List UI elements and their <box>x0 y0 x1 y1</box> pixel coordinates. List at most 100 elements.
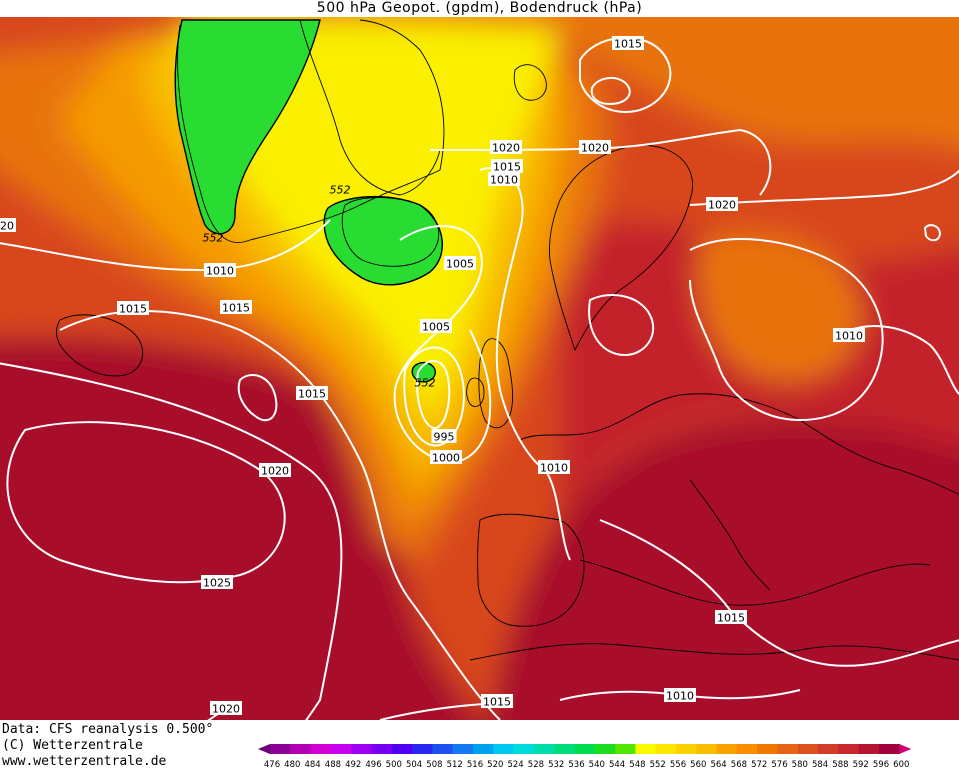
isobar-label-box <box>715 610 747 624</box>
isobar-label: 1000 <box>432 452 460 465</box>
field-north-orange <box>330 17 959 148</box>
isobar-label-box <box>490 140 522 154</box>
isobar-1020-east <box>689 169 959 206</box>
colorbar-swatch <box>533 744 555 754</box>
colorbar-swatch <box>330 744 352 754</box>
isobar-1000-low <box>403 346 465 447</box>
isobar-label: 1015 <box>483 696 511 709</box>
isobar-label-box <box>117 301 149 315</box>
colorbar-tick-label: 476 <box>264 760 280 770</box>
coast-newfoundland <box>56 314 144 377</box>
colorbar-tick-label: 488 <box>325 760 341 770</box>
colorbar-tick-label: 532 <box>548 760 564 770</box>
isobar-1015-south <box>599 519 959 667</box>
colorbar-tick-label: 496 <box>365 760 381 770</box>
colorbar-tick-label: 564 <box>710 760 726 770</box>
colorbar-swatch <box>351 744 372 754</box>
isobar-label: 1020 <box>212 703 240 716</box>
footer: Data: CFS reanalysis 0.500° (C) Wetterze… <box>0 720 959 770</box>
colorbar-tick-label: 508 <box>426 760 442 770</box>
colorbar-tick-label: 592 <box>853 760 869 770</box>
coast-svalbard <box>513 64 547 101</box>
field-southwest-deep-red <box>0 336 483 720</box>
isobar-1015-east <box>689 238 884 422</box>
isobar-label-box <box>210 701 242 715</box>
colorbar-tick-label: 600 <box>893 760 909 770</box>
isobar-label: 1020 <box>261 465 289 478</box>
colorbar-swatch <box>594 744 616 754</box>
isobar-label-box <box>706 197 738 211</box>
isobar-1020-scandinavia <box>588 294 655 357</box>
colorbar-swatch <box>879 744 900 754</box>
colorbar-swatch <box>432 744 454 754</box>
isobar-label: 1025 <box>203 577 231 590</box>
colorbar-swatch <box>757 744 778 754</box>
colorbar-tick-label: 492 <box>345 760 361 770</box>
isobar-995-low <box>416 360 451 429</box>
isobar-label: 1015 <box>119 303 147 316</box>
isobar-label: 1010 <box>206 265 234 278</box>
isobar-label-box <box>431 429 457 443</box>
isobar-1015-atlantic <box>59 310 501 720</box>
isobar-label: 995 <box>434 431 455 444</box>
colorbar-left-arrow <box>258 744 270 754</box>
isobar-label-box <box>491 159 523 173</box>
coast-italy <box>689 479 771 591</box>
isobar-1010-east <box>849 324 959 396</box>
isobar-label-box <box>612 36 644 50</box>
colorbar-swatch <box>270 744 291 754</box>
geopotential-label: 552 <box>330 184 351 197</box>
isobar-label: 1020 <box>492 142 520 155</box>
colorbar-swatch <box>655 744 677 754</box>
isobar-label-box <box>204 263 236 277</box>
isobar-552-spitsbergen <box>590 77 631 106</box>
colorbar-tick-label: 536 <box>568 760 584 770</box>
colorbar-swatch <box>676 744 697 754</box>
isobar-label: 1020 <box>708 199 736 212</box>
green-area-greenland <box>174 19 321 235</box>
isobar-label: 1010 <box>540 462 568 475</box>
colorbar-tick-label: 528 <box>528 760 544 770</box>
coast-mediterranean <box>579 559 931 606</box>
colorbar-swatch <box>838 744 860 754</box>
colorbar-right-arrow <box>899 744 912 754</box>
isobar-label-box <box>420 319 452 333</box>
isobar-1010-greenland <box>0 219 331 272</box>
coast-iberia <box>477 513 585 627</box>
colorbar-swatch <box>371 744 393 754</box>
colorbar-tick-label: 480 <box>284 760 300 770</box>
isobar-label-box <box>488 172 520 186</box>
isobar-label: 1015 <box>298 388 326 401</box>
isobar-label: 1015 <box>614 38 642 51</box>
isobar-label-box <box>259 463 291 477</box>
coast-ireland <box>466 377 485 407</box>
colorbar-tick-label: 520 <box>487 760 503 770</box>
isobar-label: 1020 <box>0 220 14 233</box>
coast-iceland <box>341 197 440 267</box>
isobar-1015-loop <box>237 374 278 422</box>
colorbar-tick-label: 516 <box>467 760 483 770</box>
colorbar-tick-label: 512 <box>447 760 463 770</box>
isobar-1025-west <box>6 421 286 584</box>
colorbar-tick-label: 588 <box>832 760 848 770</box>
colorbar-tick-label: 548 <box>629 760 645 770</box>
weather-map: 1015102055210101015101510201020101510101… <box>0 17 959 720</box>
colorbar-swatch <box>452 744 474 754</box>
isobar-label-box <box>220 300 252 314</box>
isobar-label: 1005 <box>446 258 474 271</box>
isobar-label-box <box>430 450 462 464</box>
isobar-label: 1015 <box>493 161 521 174</box>
colorbar-tick-label: 580 <box>792 760 808 770</box>
isobar-1020-southwest <box>0 362 343 720</box>
colorbar-tick-label: 540 <box>589 760 605 770</box>
colorbar-swatch <box>818 744 839 754</box>
colorbar-swatch <box>513 744 535 754</box>
isobar-label-box <box>579 140 611 154</box>
colorbar-swatch <box>554 744 575 754</box>
isobar-label-box <box>201 575 233 589</box>
isobar-label: 1015 <box>717 612 745 625</box>
isobar-label: 1005 <box>422 321 450 334</box>
colorbar-swatch <box>412 744 433 754</box>
isobar-label: 1010 <box>490 174 518 187</box>
colorbar-tick-label: 552 <box>650 760 666 770</box>
